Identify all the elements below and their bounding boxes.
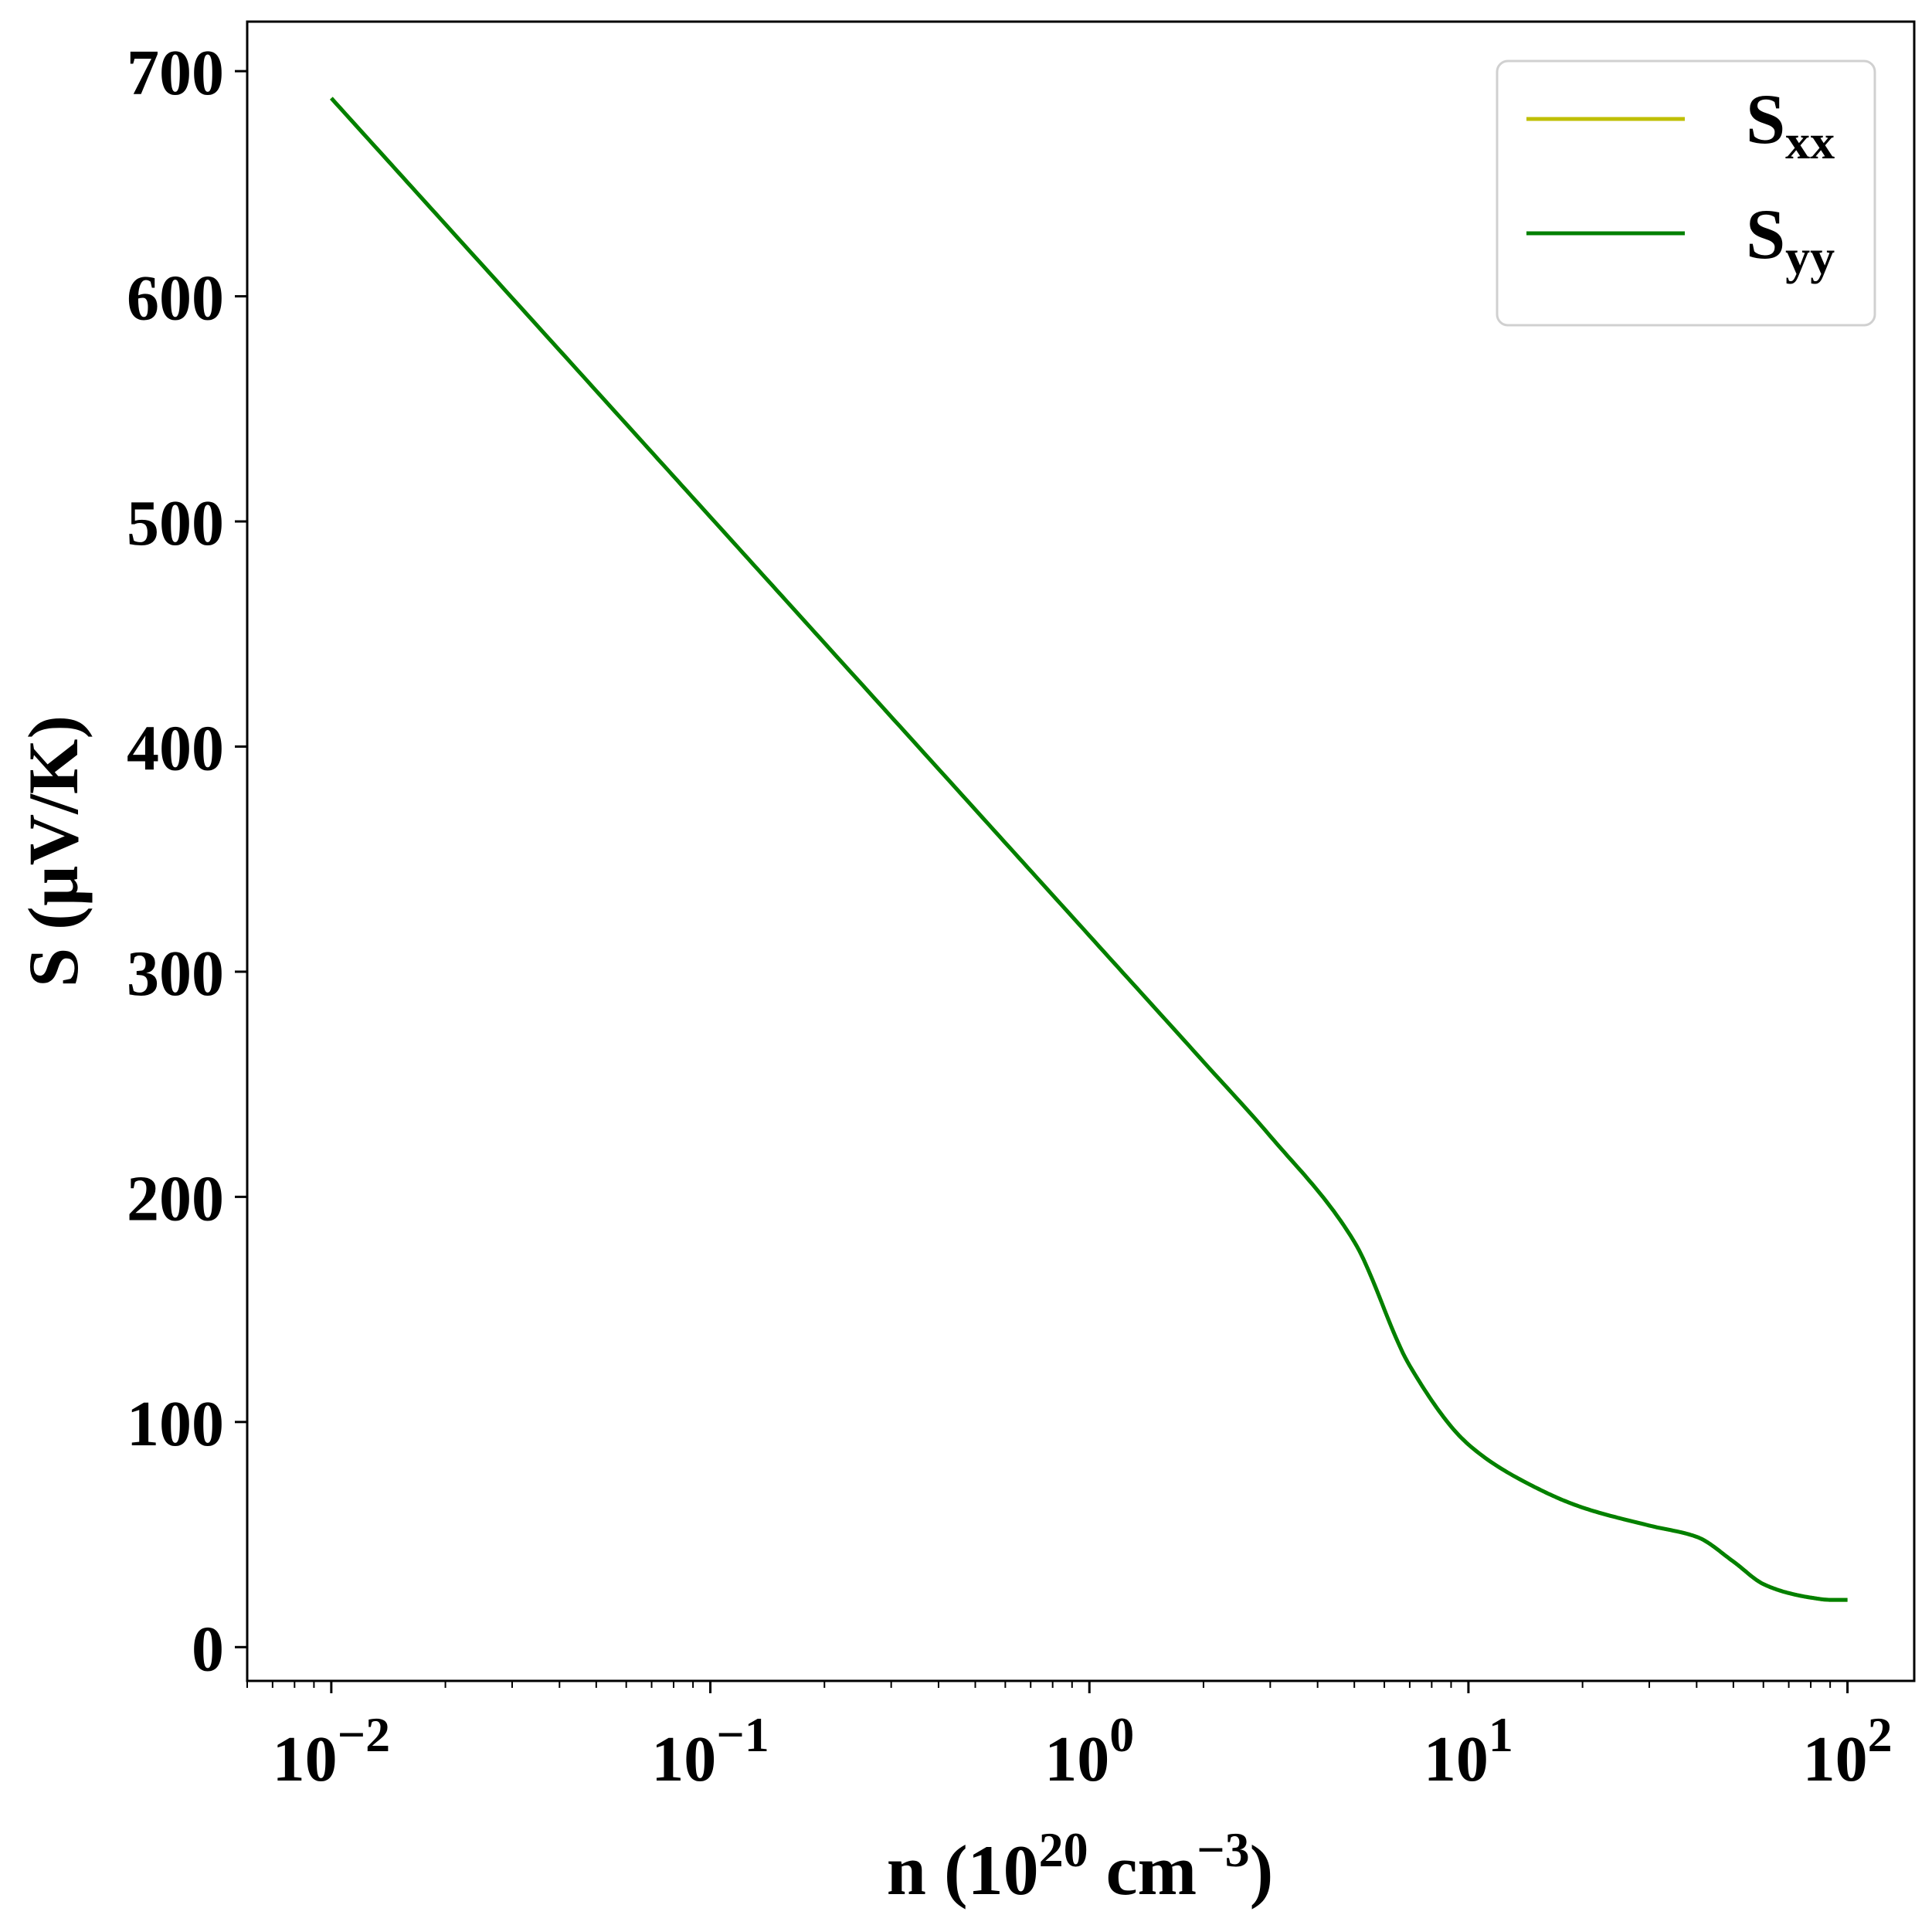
series-line-syy [330,97,1849,1602]
legend-label-syy: Syy [1746,195,1835,284]
y-tick-label: 700 [127,37,224,109]
x-axis: 10−2 10−1 100 101 102 [246,1681,1893,1795]
x-tick-label: 101 [1424,1707,1513,1795]
x-tick-label: 102 [1803,1707,1893,1795]
y-axis: 0 100 200 300 400 500 600 700 [127,37,247,1685]
x-axis-label: n (1020 cm−3) [887,1822,1273,1910]
series-layer [330,97,1849,1602]
y-tick-label: 600 [127,263,224,334]
plot-frame [246,20,1916,1682]
x-tick-label: 100 [1044,1707,1134,1795]
legend-frame [1496,59,1876,327]
legend-label-sxx: Sxx [1746,80,1835,169]
legend: Sxx Syy [1496,59,1876,327]
x-tick-label: 10−1 [651,1707,769,1795]
y-tick-label: 400 [127,712,224,784]
y-tick-label: 100 [127,1388,224,1460]
y-tick-label: 300 [127,938,224,1010]
y-tick-label: 0 [192,1613,224,1685]
y-tick-label: 500 [127,487,224,559]
y-tick-label: 200 [127,1163,224,1234]
x-tick-label: 10−2 [273,1707,390,1795]
y-axis-label: S (µV/K) [14,715,93,987]
